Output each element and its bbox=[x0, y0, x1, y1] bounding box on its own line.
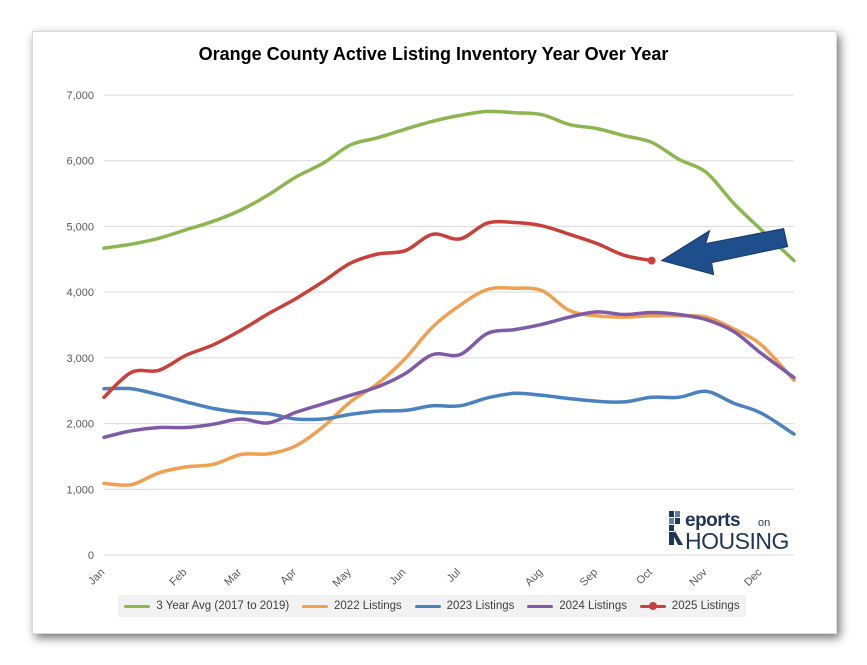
y-tick-label: 4,000 bbox=[66, 287, 94, 299]
x-tick-label: Nov bbox=[687, 566, 710, 589]
x-tick-label: Jul bbox=[445, 566, 463, 584]
x-tick-label: Jan bbox=[86, 566, 107, 587]
logo-word-housing: HOUSING bbox=[685, 528, 789, 554]
series-line-2 bbox=[102, 386, 796, 436]
y-tick-label: 1,000 bbox=[66, 484, 94, 496]
logo-word-reports: eports bbox=[685, 510, 741, 531]
legend-swatch-blue bbox=[414, 604, 441, 608]
x-tick-label: Jun bbox=[387, 566, 408, 587]
chart-legend: 3 Year Avg (2017 to 2019) 2022 Listings … bbox=[118, 595, 746, 617]
reports-on-housing-logo: eports on HOUSING bbox=[668, 509, 793, 554]
legend-label: 2023 Listings bbox=[446, 600, 515, 612]
logo-word-on: on bbox=[758, 517, 771, 529]
x-tick-label: Apr bbox=[278, 566, 299, 587]
y-tick-label: 6,000 bbox=[66, 156, 94, 168]
y-tick-label: 0 bbox=[88, 550, 94, 562]
legend-item-3yr-avg: 3 Year Avg (2017 to 2019) bbox=[124, 600, 289, 612]
y-tick-label: 5,000 bbox=[66, 221, 94, 233]
x-tick-label: Dec bbox=[742, 566, 765, 589]
chart-title: Orange County Active Listing Inventory Y… bbox=[198, 44, 669, 64]
x-tick-label: Aug bbox=[523, 566, 545, 588]
callout-arrow-icon bbox=[660, 228, 789, 276]
legend-label: 2024 Listings bbox=[559, 600, 627, 612]
y-tick-label: 7,000 bbox=[66, 90, 94, 102]
legend-swatch-red bbox=[639, 601, 666, 610]
series-line-0 bbox=[102, 109, 796, 263]
legend-item-2024: 2024 Listings bbox=[527, 600, 627, 612]
x-tick-label: Feb bbox=[168, 566, 190, 588]
data-point bbox=[647, 256, 656, 265]
legend-item-2022: 2022 Listings bbox=[302, 600, 402, 612]
legend-label: 2025 Listings bbox=[671, 600, 740, 612]
x-tick-label: Sep bbox=[578, 566, 600, 588]
logo-mark-icon bbox=[669, 511, 683, 545]
series-line-3 bbox=[102, 310, 796, 440]
series-line-4 bbox=[102, 219, 654, 400]
legend-swatch-green bbox=[124, 604, 151, 608]
legend-label: 2022 Listings bbox=[334, 600, 402, 612]
legend-item-2023: 2023 Listings bbox=[414, 600, 515, 612]
legend-swatch-purple bbox=[527, 604, 554, 608]
y-tick-label: 2,000 bbox=[66, 419, 94, 431]
legend-label: 3 Year Avg (2017 to 2019) bbox=[156, 600, 290, 612]
x-tick-label: Mar bbox=[222, 566, 244, 588]
legend-item-2025: 2025 Listings bbox=[639, 600, 740, 612]
y-tick-label: 3,000 bbox=[66, 353, 94, 365]
legend-swatch-orange bbox=[302, 604, 329, 608]
chart-card bbox=[32, 31, 837, 634]
x-tick-label: May bbox=[331, 566, 355, 590]
x-tick-label: Oct bbox=[634, 566, 655, 587]
